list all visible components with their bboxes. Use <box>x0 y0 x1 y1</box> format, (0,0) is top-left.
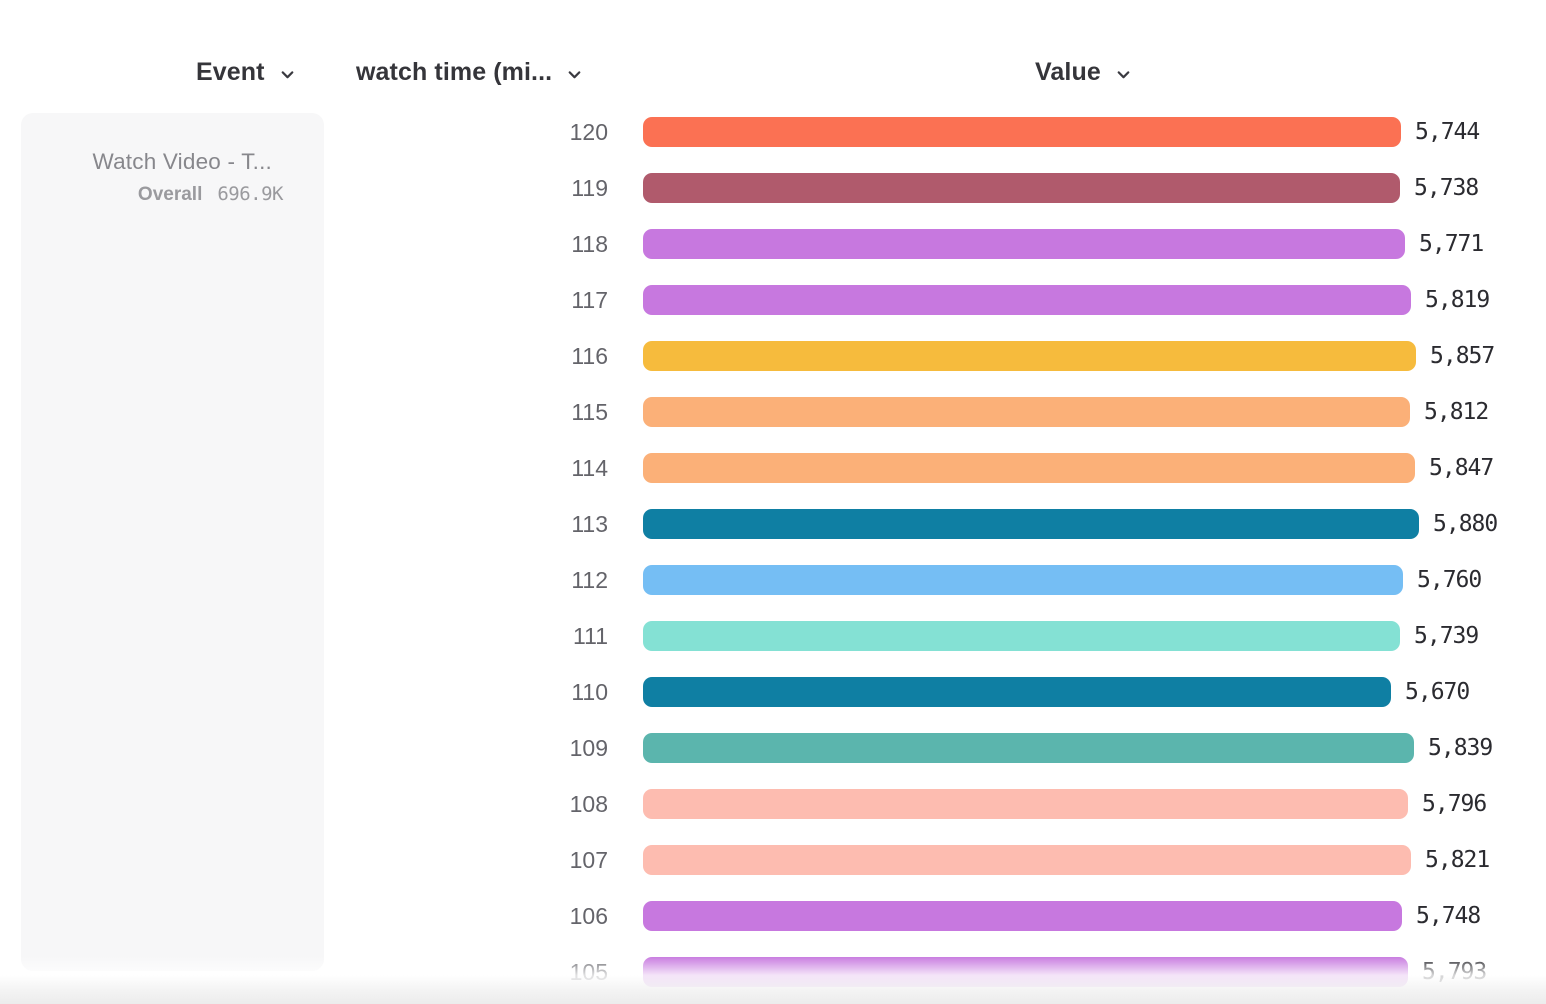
bar[interactable] <box>643 901 1402 931</box>
bar[interactable] <box>643 845 1411 875</box>
chevron-down-icon <box>1115 66 1132 83</box>
bar-row: 114 5,847 <box>0 453 1546 483</box>
bar[interactable] <box>643 117 1401 147</box>
bar-value-label: 5,760 <box>1417 567 1482 593</box>
bar-row: 107 5,821 <box>0 845 1546 875</box>
row-category-label: 116 <box>571 343 608 369</box>
bar-row: 118 5,771 <box>0 229 1546 259</box>
bar-value-label: 5,738 <box>1414 175 1479 201</box>
bar[interactable] <box>643 509 1419 539</box>
bar-row: 113 5,880 <box>0 509 1546 539</box>
watch-time-column-dropdown[interactable]: watch time (mi... <box>356 58 583 87</box>
bar[interactable] <box>643 229 1405 259</box>
bar[interactable] <box>643 397 1410 427</box>
bar-value-label: 5,847 <box>1429 455 1494 481</box>
event-title: Watch Video - T... <box>92 149 272 174</box>
bar-value-label: 5,880 <box>1433 511 1498 537</box>
bar-value-label: 5,819 <box>1425 287 1490 313</box>
row-category-label: 113 <box>571 511 608 537</box>
bar-row: 106 5,748 <box>0 901 1546 931</box>
row-category-label: 119 <box>571 175 608 201</box>
bar-value-label: 5,839 <box>1428 735 1493 761</box>
bar[interactable] <box>643 341 1416 371</box>
bar-value-label: 5,812 <box>1424 399 1489 425</box>
row-category-label: 105 <box>569 959 608 985</box>
bar-row: 110 5,670 <box>0 677 1546 707</box>
event-column-label: Event <box>196 58 265 86</box>
row-category-label: 111 <box>573 623 608 649</box>
row-category-label: 114 <box>571 455 608 481</box>
bar-row: 117 5,819 <box>0 285 1546 315</box>
watch-time-column-label: watch time (mi... <box>356 58 553 86</box>
bar-value-label: 5,821 <box>1425 847 1490 873</box>
bar-row: 109 5,839 <box>0 733 1546 763</box>
bar[interactable] <box>643 285 1411 315</box>
row-category-label: 107 <box>569 847 608 873</box>
row-category-label: 110 <box>571 679 608 705</box>
bar[interactable] <box>643 957 1408 987</box>
value-column-label: Value <box>1035 58 1101 86</box>
bar[interactable] <box>643 565 1403 595</box>
bar[interactable] <box>643 453 1415 483</box>
bar-value-label: 5,748 <box>1416 903 1481 929</box>
overall-label: Overall <box>137 184 203 205</box>
row-category-label: 108 <box>569 791 608 817</box>
bar[interactable] <box>643 733 1414 763</box>
bar-row: 108 5,796 <box>0 789 1546 819</box>
bar-row: 111 5,739 <box>0 621 1546 651</box>
event-column-dropdown[interactable]: Event <box>196 58 296 87</box>
chevron-down-icon <box>566 66 583 83</box>
bar-row: 115 5,812 <box>0 397 1546 427</box>
bar-row: 119 5,738 <box>0 173 1546 203</box>
event-overall-row: Overall 696.9K <box>21 183 324 206</box>
overall-value: 696.9K <box>217 183 283 205</box>
row-category-label: 109 <box>569 735 608 761</box>
bar[interactable] <box>643 173 1400 203</box>
bar[interactable] <box>643 789 1408 819</box>
row-category-label: 118 <box>571 231 608 257</box>
bar-value-label: 5,796 <box>1422 791 1487 817</box>
bar-value-label: 5,744 <box>1415 119 1480 145</box>
bar-value-label: 5,739 <box>1414 623 1479 649</box>
bar-value-label: 5,771 <box>1419 231 1484 257</box>
bar-row: 120 5,744 <box>0 117 1546 147</box>
row-category-label: 117 <box>571 287 608 313</box>
bar-row: 116 5,857 <box>0 341 1546 371</box>
bar[interactable] <box>643 621 1400 651</box>
bar-row: 105 5,793 <box>0 957 1546 987</box>
event-summary-card[interactable]: Watch Video - T... Overall 696.9K <box>21 113 324 971</box>
row-category-label: 112 <box>571 567 608 593</box>
value-column-dropdown[interactable]: Value <box>1035 58 1132 87</box>
bar-value-label: 5,670 <box>1405 679 1470 705</box>
bar-row: 112 5,760 <box>0 565 1546 595</box>
row-category-label: 120 <box>569 119 608 145</box>
chevron-down-icon <box>279 66 296 83</box>
row-category-label: 115 <box>571 399 608 425</box>
bar-value-label: 5,793 <box>1422 959 1487 985</box>
bar-value-label: 5,857 <box>1430 343 1495 369</box>
row-category-label: 106 <box>569 903 608 929</box>
bar[interactable] <box>643 677 1391 707</box>
